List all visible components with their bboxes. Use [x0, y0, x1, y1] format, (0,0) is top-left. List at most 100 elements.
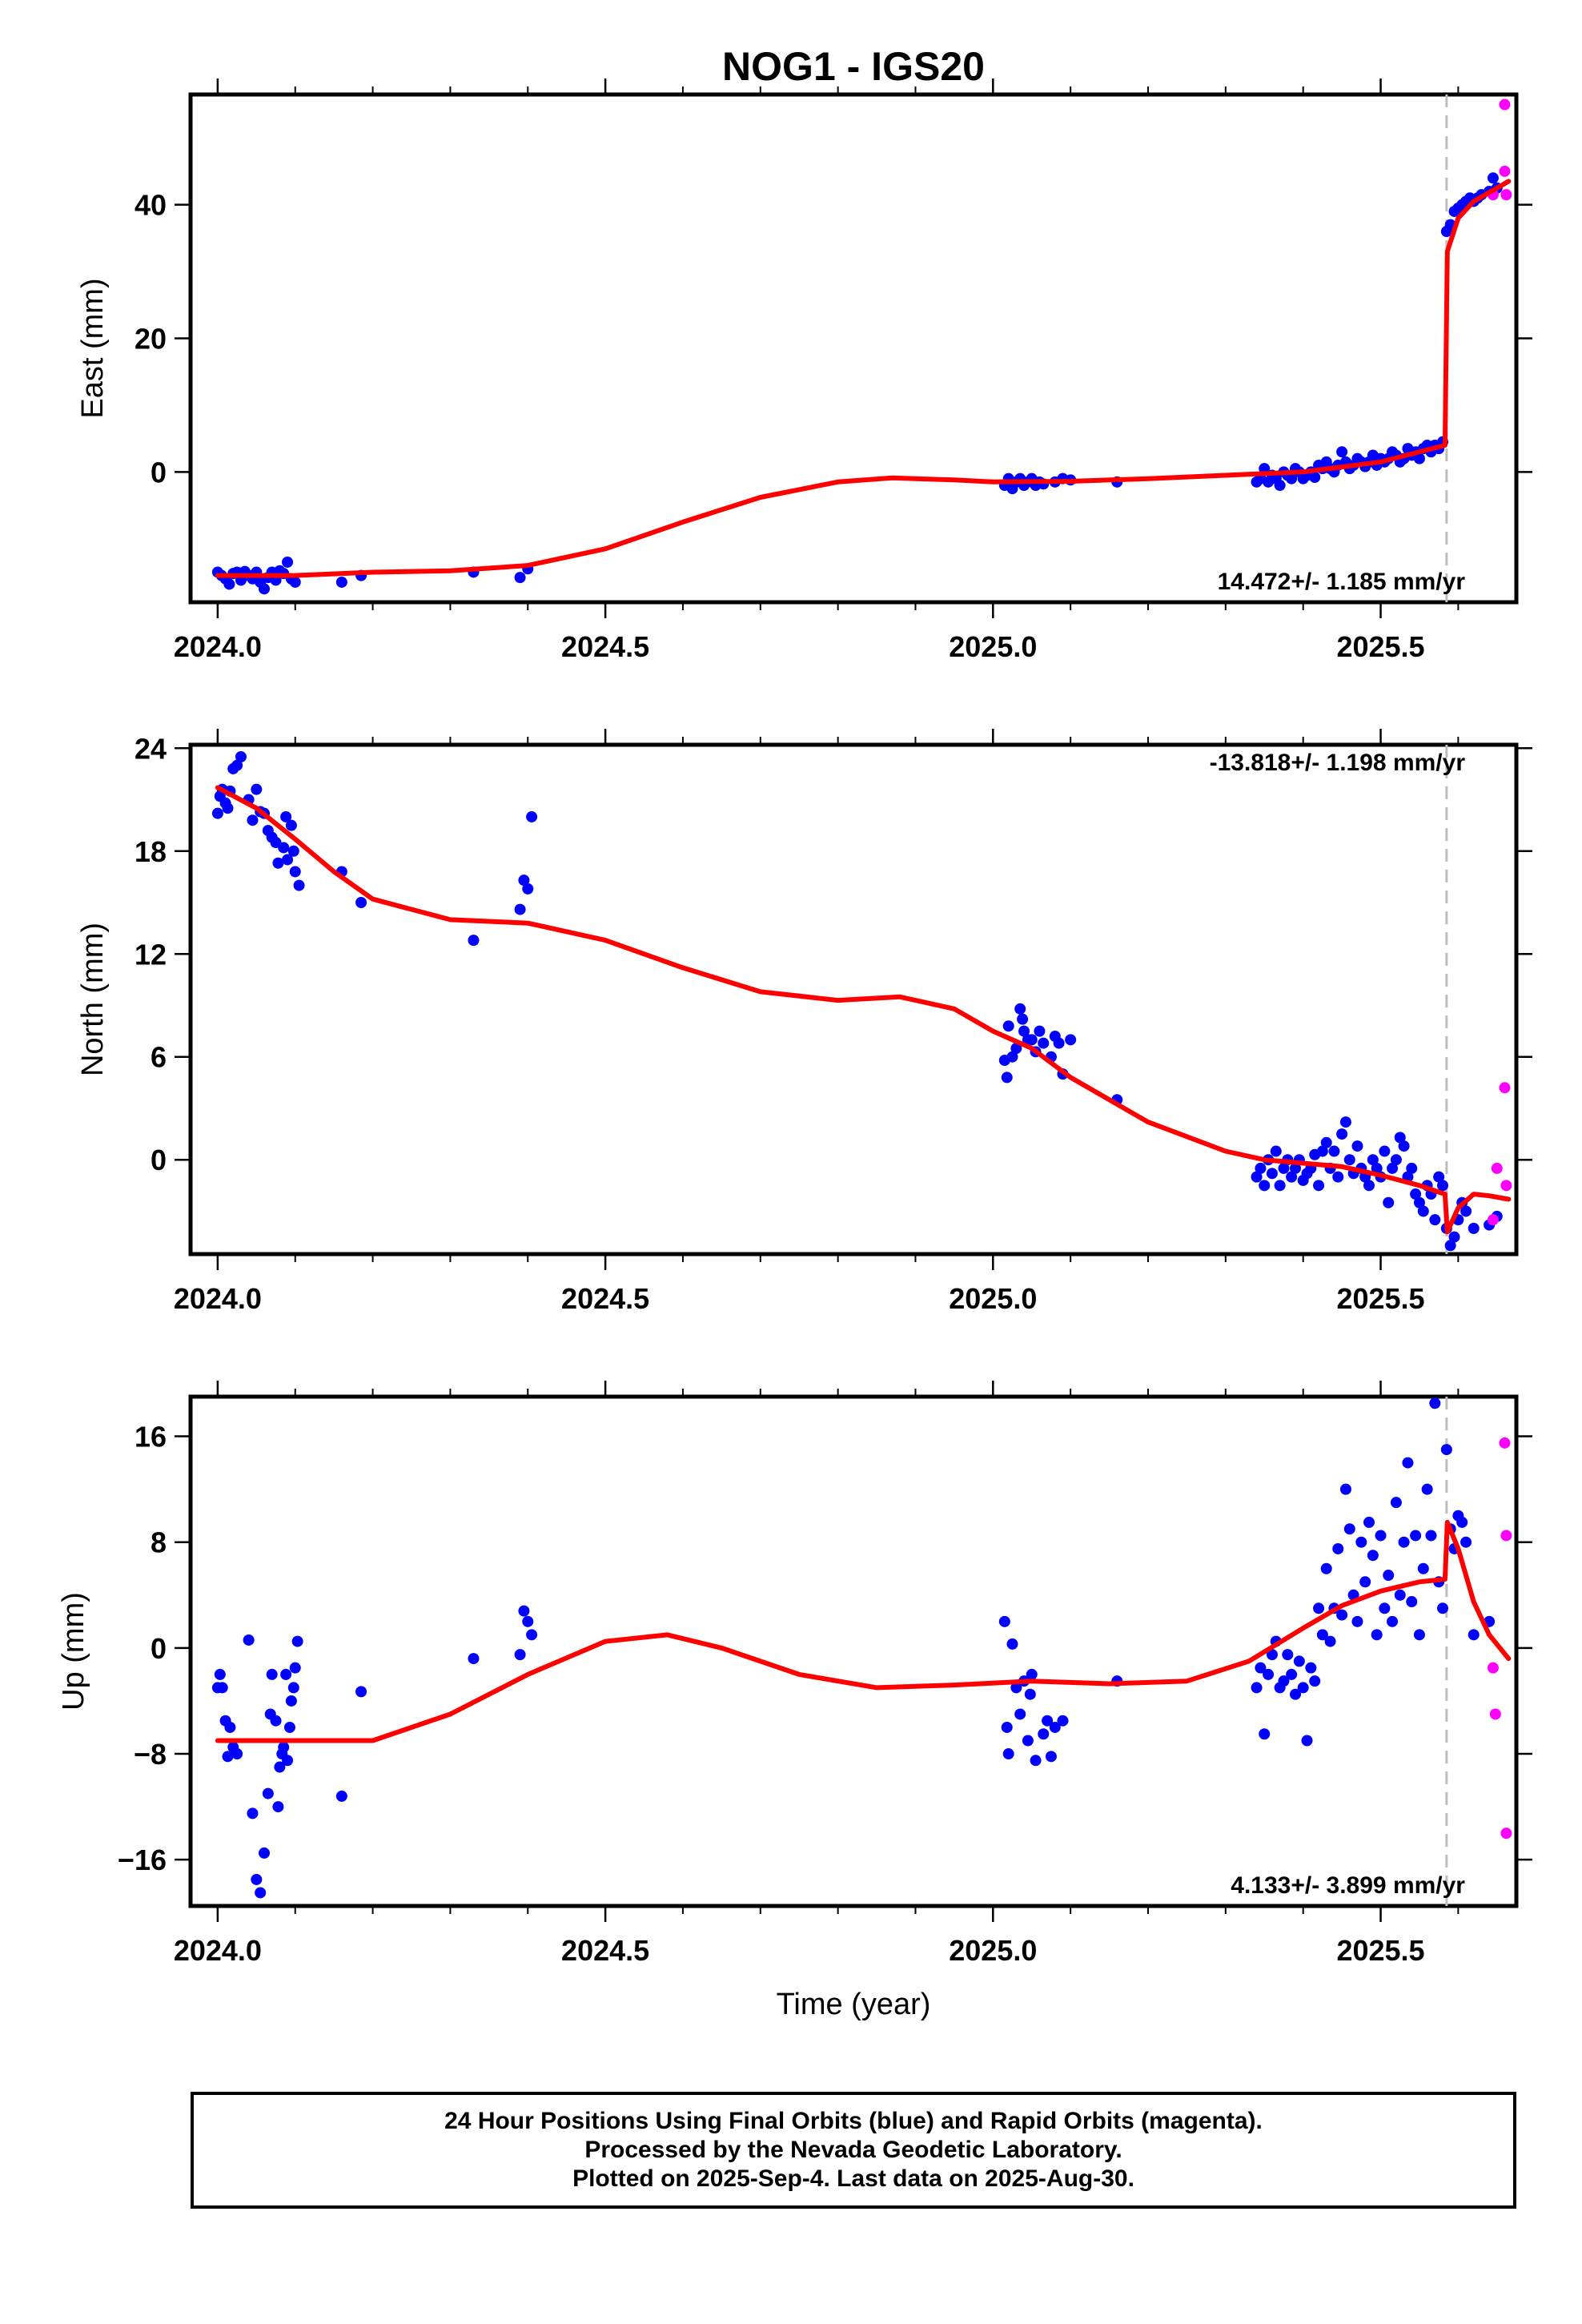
model-fit-line: [215, 785, 1512, 1235]
x-tick-label: 2024.0: [174, 1282, 262, 1315]
y-tick-label: 16: [135, 1421, 167, 1454]
final-orbit-point: [335, 576, 347, 588]
final-orbit-point: [289, 576, 301, 588]
x-axis-label: Time (year): [777, 1988, 931, 2021]
y-tick-label: 40: [135, 189, 167, 222]
plot-frame-2: [188, 1394, 1519, 1908]
final-orbit-point: [251, 1873, 263, 1885]
final-orbit-point: [1045, 1751, 1057, 1763]
final-orbit-point: [287, 1682, 299, 1694]
final-orbit-point: [1286, 1171, 1298, 1183]
final-orbit-point: [1324, 1635, 1336, 1647]
final-orbit-point: [282, 854, 294, 866]
y-axis-label: Up (mm): [57, 1592, 90, 1711]
final-orbit-point: [1316, 1145, 1328, 1157]
final-orbit-point: [1387, 1162, 1399, 1174]
final-orbit-point: [1042, 1715, 1054, 1727]
final-orbit-point: [1332, 1171, 1344, 1183]
final-orbit-point: [1444, 1240, 1456, 1252]
final-orbit-point: [1274, 480, 1286, 492]
final-orbit-point: [247, 814, 259, 826]
final-orbit-point: [1339, 1116, 1351, 1128]
rapid-orbit-point: [1499, 165, 1511, 177]
final-orbit-point: [355, 1686, 367, 1698]
footer-line-2: Processed by the Nevada Geodetic Laborat…: [584, 2137, 1122, 2163]
final-orbit-point: [1301, 1735, 1313, 1747]
final-orbit-point: [214, 1668, 226, 1680]
final-orbit-point: [289, 866, 301, 878]
final-orbit-point: [514, 1649, 526, 1661]
final-orbit-point: [287, 845, 299, 857]
final-orbit-point: [1305, 1662, 1317, 1674]
final-orbit-point: [526, 1629, 538, 1641]
final-orbit-point: [1456, 1516, 1468, 1528]
final-orbit-point: [1017, 1013, 1029, 1025]
x-tick-label: 2025.0: [949, 630, 1037, 663]
final-orbit-point: [285, 819, 297, 831]
rapid-orbit-point: [1500, 1180, 1512, 1192]
final-orbit-point: [1286, 472, 1298, 485]
final-orbit-point: [266, 1668, 278, 1680]
final-orbit-point: [1278, 1162, 1290, 1174]
final-orbit-point: [282, 556, 294, 568]
x-tick-label: 2025.5: [1336, 630, 1424, 663]
final-orbit-point: [1468, 1629, 1480, 1641]
final-orbit-point: [1336, 446, 1348, 458]
final-orbit-point: [293, 879, 305, 891]
y-tick-label: 6: [151, 1041, 167, 1074]
final-orbit-point: [278, 1741, 290, 1753]
rapid-orbit-point: [1500, 1827, 1512, 1839]
final-orbit-point: [270, 1715, 282, 1727]
final-orbit-point: [1383, 1196, 1395, 1208]
final-orbit-point: [1309, 1675, 1321, 1687]
final-orbit-point: [280, 1668, 292, 1680]
final-orbit-point: [1402, 1457, 1414, 1469]
final-orbit-point: [1379, 1145, 1391, 1157]
final-orbit-point: [1255, 1662, 1267, 1674]
final-orbit-point: [1417, 1205, 1429, 1217]
final-orbit-point: [1371, 1162, 1383, 1174]
final-orbit-point: [1263, 1668, 1275, 1680]
final-orbit-point: [1057, 1715, 1069, 1727]
y-tick-label: −8: [134, 1738, 167, 1771]
final-orbit-point: [335, 1790, 347, 1802]
final-orbit-point: [1387, 1615, 1399, 1627]
rapid-orbit-point: [1500, 189, 1512, 201]
final-orbit-point: [1343, 1523, 1355, 1535]
final-orbit-point: [1282, 1649, 1294, 1661]
x-tick-label: 2025.0: [949, 1934, 1037, 1967]
final-orbit-point: [1429, 1214, 1441, 1226]
final-orbit-point: [355, 897, 367, 909]
final-orbit-point: [1448, 1231, 1460, 1243]
model-fit-line: [215, 1519, 1512, 1743]
model-fit-line: [215, 179, 1512, 578]
final-orbit-point: [1390, 1154, 1402, 1166]
final-orbit-point: [1038, 1037, 1050, 1049]
final-orbit-point: [255, 1887, 267, 1899]
final-orbit-point: [216, 1682, 228, 1694]
final-orbit-point: [211, 807, 223, 819]
x-tick-label: 2024.5: [561, 1282, 649, 1315]
y-tick-label: 18: [135, 835, 167, 868]
final-orbit-point: [1002, 1748, 1014, 1760]
final-orbit-point: [1363, 1180, 1375, 1192]
final-orbit-point: [1413, 1629, 1425, 1641]
final-orbit-point: [1259, 1180, 1271, 1192]
final-orbit-point: [1425, 1530, 1437, 1542]
final-orbit-point: [1278, 1675, 1290, 1687]
final-orbit-point: [1394, 1132, 1406, 1144]
final-orbit-point: [468, 935, 480, 947]
final-orbit-point: [1034, 1025, 1046, 1037]
final-orbit-point: [1359, 1576, 1371, 1588]
final-orbit-point: [1010, 1682, 1022, 1694]
final-orbit-point: [1053, 1037, 1065, 1049]
final-orbit-point: [1030, 1755, 1042, 1767]
final-orbit-point: [1270, 1145, 1282, 1157]
final-orbit-point: [1487, 172, 1499, 184]
final-orbit-point: [1363, 1516, 1375, 1528]
final-orbit-point: [243, 1634, 255, 1646]
final-orbit-point: [278, 842, 290, 854]
final-orbit-point: [251, 783, 263, 795]
footer-box: 24 Hour Positions Using Final Orbits (bl…: [191, 2092, 1516, 2209]
final-orbit-point: [1290, 1162, 1301, 1174]
